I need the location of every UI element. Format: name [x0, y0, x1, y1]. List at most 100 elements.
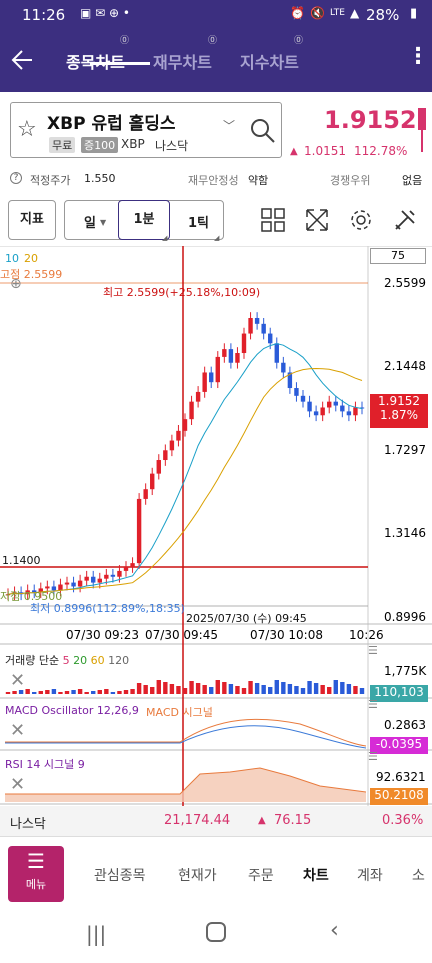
- menu-lines-icon[interactable]: ☰: [368, 644, 378, 657]
- candle-body: [261, 323, 266, 334]
- volume-bar: [169, 684, 175, 694]
- time-tick: 07/30 09:45: [145, 628, 218, 642]
- candle-body: [32, 590, 37, 593]
- volume-bar: [136, 683, 142, 694]
- zoom-value-box[interactable]: 75: [370, 248, 426, 264]
- info-bar: ? 적정주가 1.550 재무안정성 약함 경쟁우위 없음: [0, 166, 432, 192]
- tab-index-chart[interactable]: 지수차트: [240, 53, 299, 72]
- indicator-button[interactable]: 지표: [8, 200, 56, 240]
- tab-financial-chart[interactable]: 재무차트: [153, 53, 212, 72]
- tab-stock-chart[interactable]: 종목차트: [66, 49, 125, 73]
- candle-body: [156, 460, 161, 474]
- back-icon[interactable]: ‹: [330, 918, 339, 943]
- nav-item-current-price[interactable]: 현재가: [178, 868, 217, 884]
- fullscreen-icon[interactable]: [305, 208, 329, 232]
- rsi-line: [5, 767, 367, 795]
- volume-ma60: 60: [90, 654, 105, 667]
- candle-body: [169, 440, 175, 451]
- volume-bar: [51, 689, 57, 694]
- volume-ma120: 120: [108, 654, 130, 667]
- competition-value: 없음: [402, 174, 423, 187]
- recent-apps-icon[interactable]: |||: [86, 922, 107, 946]
- volume-label-kind: 단순: [38, 654, 60, 667]
- status-bar: 11:26 ▣ ✉ ⊕ • ⏰ 🔇 LTE ▲ 28% ▮: [0, 0, 432, 30]
- volume-bar: [38, 691, 43, 694]
- candle-body: [359, 407, 365, 409]
- chevron-down-icon[interactable]: ﹀: [223, 119, 236, 133]
- index-ticker-bar[interactable]: 나스닥 21,174.44 ▲ 76.15 0.36%: [0, 806, 432, 836]
- day-button[interactable]: 일: [84, 216, 96, 231]
- volume-ma5: 5: [62, 654, 70, 667]
- more-menu-icon[interactable]: ⋮: [407, 44, 429, 69]
- candle-body: [58, 584, 63, 591]
- nav-item-more[interactable]: 소: [412, 868, 425, 884]
- volume-bar: [104, 689, 109, 694]
- volume-bar: [248, 681, 253, 694]
- close-icon[interactable]: ✕: [10, 720, 26, 741]
- close-icon[interactable]: ✕: [10, 670, 26, 691]
- volume-bar: [294, 686, 299, 694]
- volume-bar: [340, 682, 345, 694]
- volume-bar: [333, 680, 338, 694]
- time-tick: 07/30 09:23: [66, 628, 139, 642]
- zoom-in-icon[interactable]: ⊕: [10, 276, 22, 292]
- nav-item-account[interactable]: 계좌: [357, 868, 383, 884]
- candle-body: [300, 395, 306, 402]
- candle-body: [287, 372, 293, 389]
- volume-bar: [274, 680, 279, 694]
- volume-bar: [5, 692, 11, 694]
- volume-bar: [32, 692, 37, 694]
- mute-icon: 🔇: [310, 6, 325, 20]
- volume-top-value: 1,775K: [384, 664, 427, 678]
- nav-item-watchlist[interactable]: 관심종목: [94, 868, 146, 884]
- signal-icon: ▲: [350, 6, 360, 20]
- volume-bar: [84, 692, 89, 694]
- menu-lines-icon[interactable]: ☰: [368, 750, 378, 763]
- menu-lines-icon[interactable]: ☰: [368, 698, 378, 711]
- app-header: 종목차트 재무차트 지수차트 ⓪ ⓪ ⓪ ⋮: [0, 30, 432, 92]
- volume-bar: [320, 685, 325, 694]
- chart-canvas[interactable]: [0, 246, 432, 806]
- search-icon[interactable]: [249, 117, 277, 145]
- back-arrow-icon[interactable]: [10, 47, 36, 73]
- price-tick: 2.5599: [384, 276, 426, 290]
- price-tick: 0.8996: [384, 610, 426, 624]
- volume-bar: [130, 689, 135, 694]
- rsi-label: RSI 14 시그널 9: [5, 758, 85, 771]
- rsi-top-value: 92.6321: [376, 770, 426, 784]
- candle-body: [254, 317, 260, 324]
- close-icon[interactable]: ✕: [10, 774, 26, 795]
- candle-body: [215, 356, 220, 383]
- volume-bar: [359, 688, 365, 694]
- chart-area[interactable]: 10 20 고점 2.5599 ⊕ 최고 2.5599(+25.18%,10:0…: [0, 246, 432, 806]
- tools-icon[interactable]: [393, 208, 417, 232]
- volume-bar: [156, 680, 161, 694]
- menu-button[interactable]: ☰ 메뉴: [8, 846, 64, 902]
- price-tick: 1.7297: [384, 443, 426, 457]
- grid-layout-icon[interactable]: [261, 208, 285, 232]
- candle-body: [143, 489, 148, 499]
- crosshair-time-label: 2025/07/30 (수) 09:45: [186, 612, 307, 625]
- tick-button[interactable]: 1틱: [188, 216, 210, 231]
- rsi-value-box: 50.2108: [370, 788, 428, 805]
- candle-body: [202, 372, 207, 392]
- volume-bar: [215, 680, 220, 694]
- candle-body: [222, 349, 227, 357]
- battery-icon: ▮: [410, 6, 418, 21]
- candle-body: [176, 430, 181, 441]
- help-icon[interactable]: ?: [10, 172, 22, 184]
- gear-icon[interactable]: [349, 208, 373, 232]
- tab-badge-icon: ⓪: [208, 36, 218, 46]
- minute-button[interactable]: 1분: [118, 200, 170, 240]
- fin-stability-label: 재무안정성: [188, 174, 239, 187]
- price-change: 1.0151: [304, 144, 346, 158]
- volume-bar: [176, 686, 181, 694]
- favorite-star-icon[interactable]: ☆: [17, 117, 37, 142]
- price-flag: [418, 108, 426, 152]
- home-icon[interactable]: [206, 922, 226, 942]
- nav-item-chart[interactable]: 차트: [303, 868, 329, 884]
- tag-margin: 증100: [81, 137, 119, 153]
- stock-selector[interactable]: ☆ XBP 유럽 홀딩스 무료 증100 XBP 나스닥 ﹀: [10, 102, 282, 158]
- status-time: 11:26: [22, 6, 66, 24]
- nav-item-order[interactable]: 주문: [248, 868, 274, 884]
